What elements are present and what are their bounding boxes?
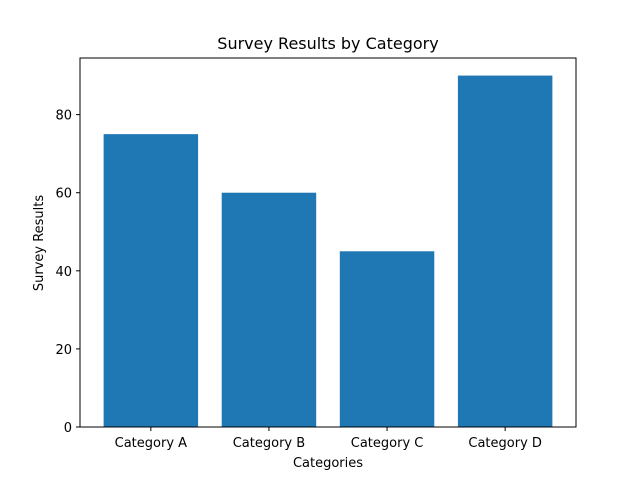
- x-tick-label: Category D: [468, 436, 542, 451]
- y-axis-ticks: 0 20 40 60 80: [55, 109, 80, 436]
- bar-category-a: [103, 134, 199, 427]
- y-tick-label: 80: [55, 109, 72, 124]
- bar-category-b: [221, 192, 317, 427]
- x-tick-label: Category C: [351, 436, 424, 451]
- x-tick-label: Category A: [115, 436, 188, 451]
- y-tick-label: 20: [55, 343, 72, 358]
- bars: [103, 75, 553, 428]
- x-tick-label: Category B: [233, 436, 305, 451]
- y-tick-label: 40: [55, 265, 72, 280]
- plot-area-frame: [79, 57, 577, 428]
- bar-category-d: [457, 75, 553, 428]
- y-axis-label: Survey Results: [32, 195, 47, 292]
- x-axis-label: Categories: [293, 456, 363, 471]
- bar-category-c: [339, 251, 435, 427]
- y-tick-label: 60: [55, 187, 72, 202]
- x-axis-ticks: Category A Category B Category C Category D: [115, 427, 542, 451]
- y-tick-label: 0: [64, 421, 72, 436]
- chart-title: Survey Results by Category: [217, 34, 438, 53]
